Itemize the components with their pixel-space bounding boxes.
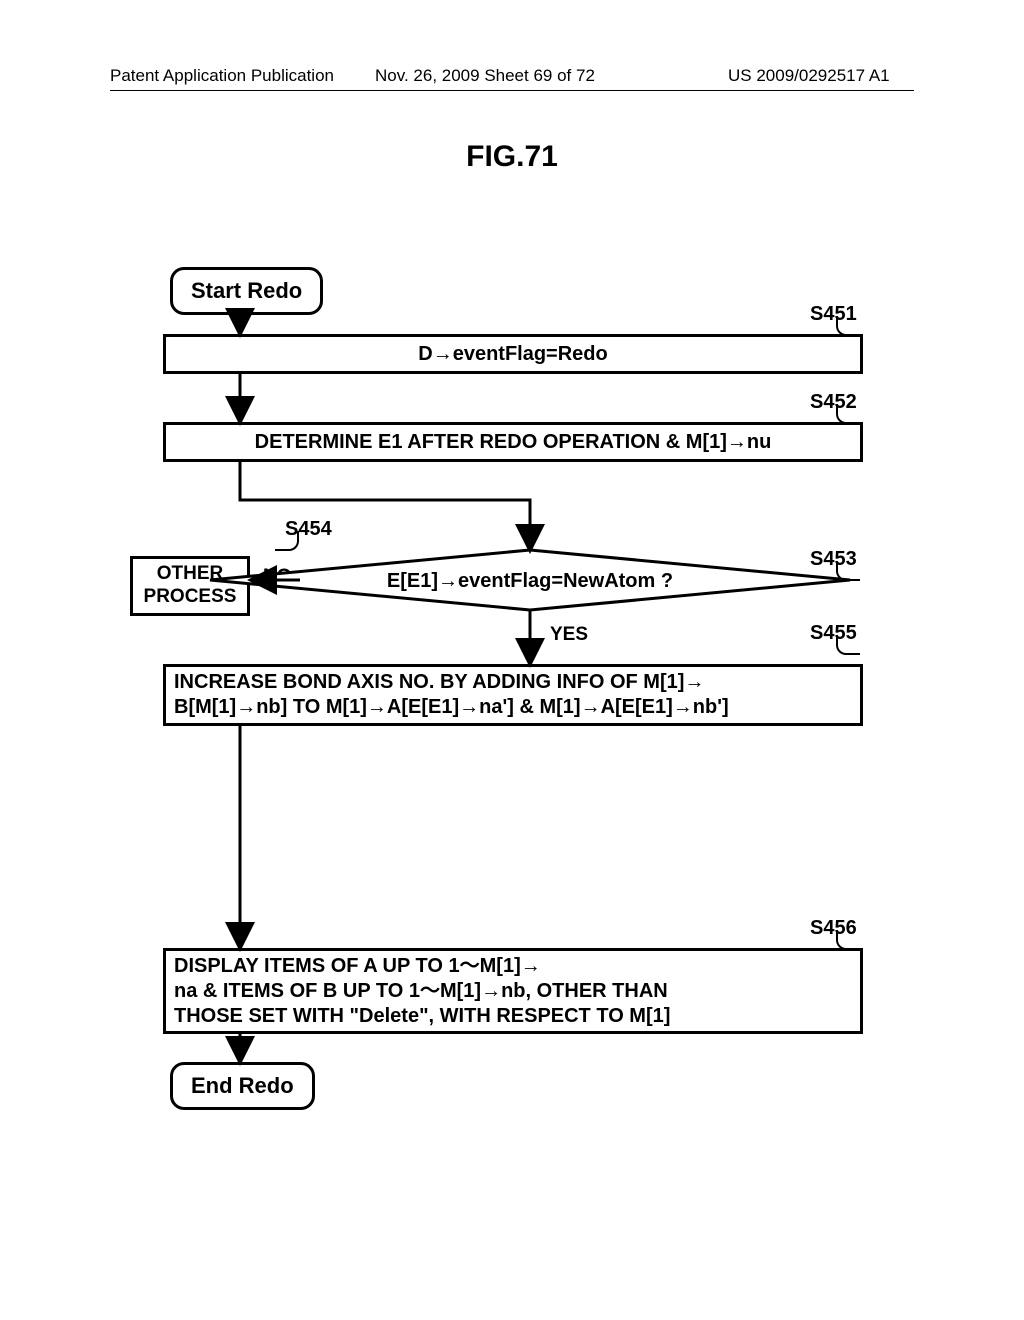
label-no: NO bbox=[263, 566, 292, 588]
leader-s453 bbox=[836, 561, 860, 581]
label-yes: YES bbox=[550, 624, 588, 646]
process-s452-text: DETERMINE E1 AFTER REDO OPERATION & M[1]… bbox=[255, 431, 772, 454]
decision-text: E[E1]→eventFlag=NewAtom ? bbox=[387, 570, 673, 592]
leader-s451 bbox=[836, 316, 860, 336]
page: Patent Application Publication Nov. 26, … bbox=[0, 0, 1024, 1320]
process-other-text: OTHER PROCESS bbox=[144, 563, 237, 609]
leader-s454 bbox=[275, 531, 299, 551]
leader-s452 bbox=[836, 404, 860, 424]
leader-s456 bbox=[836, 930, 860, 950]
header-rule bbox=[110, 90, 914, 91]
start-node: Start Redo bbox=[170, 267, 323, 315]
process-s451-text: D→eventFlag=Redo bbox=[418, 343, 607, 366]
header-mid: Nov. 26, 2009 Sheet 69 of 72 bbox=[375, 66, 595, 86]
header-right: US 2009/0292517 A1 bbox=[728, 66, 890, 86]
start-label: Start Redo bbox=[191, 278, 302, 303]
process-s451: D→eventFlag=Redo bbox=[163, 334, 863, 374]
end-label: End Redo bbox=[191, 1073, 294, 1098]
process-s455-text: INCREASE BOND AXIS NO. BY ADDING INFO OF… bbox=[174, 670, 729, 720]
flow-svg: E[E1]→eventFlag=NewAtom ? bbox=[0, 0, 1024, 1320]
process-s456-text: DISPLAY ITEMS OF A UP TO 1～M[1]→ na & IT… bbox=[174, 954, 670, 1029]
process-other: OTHER PROCESS bbox=[130, 556, 250, 616]
figure-title: FIG.71 bbox=[0, 140, 1024, 174]
end-node: End Redo bbox=[170, 1062, 315, 1110]
process-s452: DETERMINE E1 AFTER REDO OPERATION & M[1]… bbox=[163, 422, 863, 462]
header-left: Patent Application Publication bbox=[110, 66, 334, 86]
process-s455: INCREASE BOND AXIS NO. BY ADDING INFO OF… bbox=[163, 664, 863, 726]
process-s456: DISPLAY ITEMS OF A UP TO 1～M[1]→ na & IT… bbox=[163, 948, 863, 1034]
leader-s455 bbox=[836, 635, 860, 655]
